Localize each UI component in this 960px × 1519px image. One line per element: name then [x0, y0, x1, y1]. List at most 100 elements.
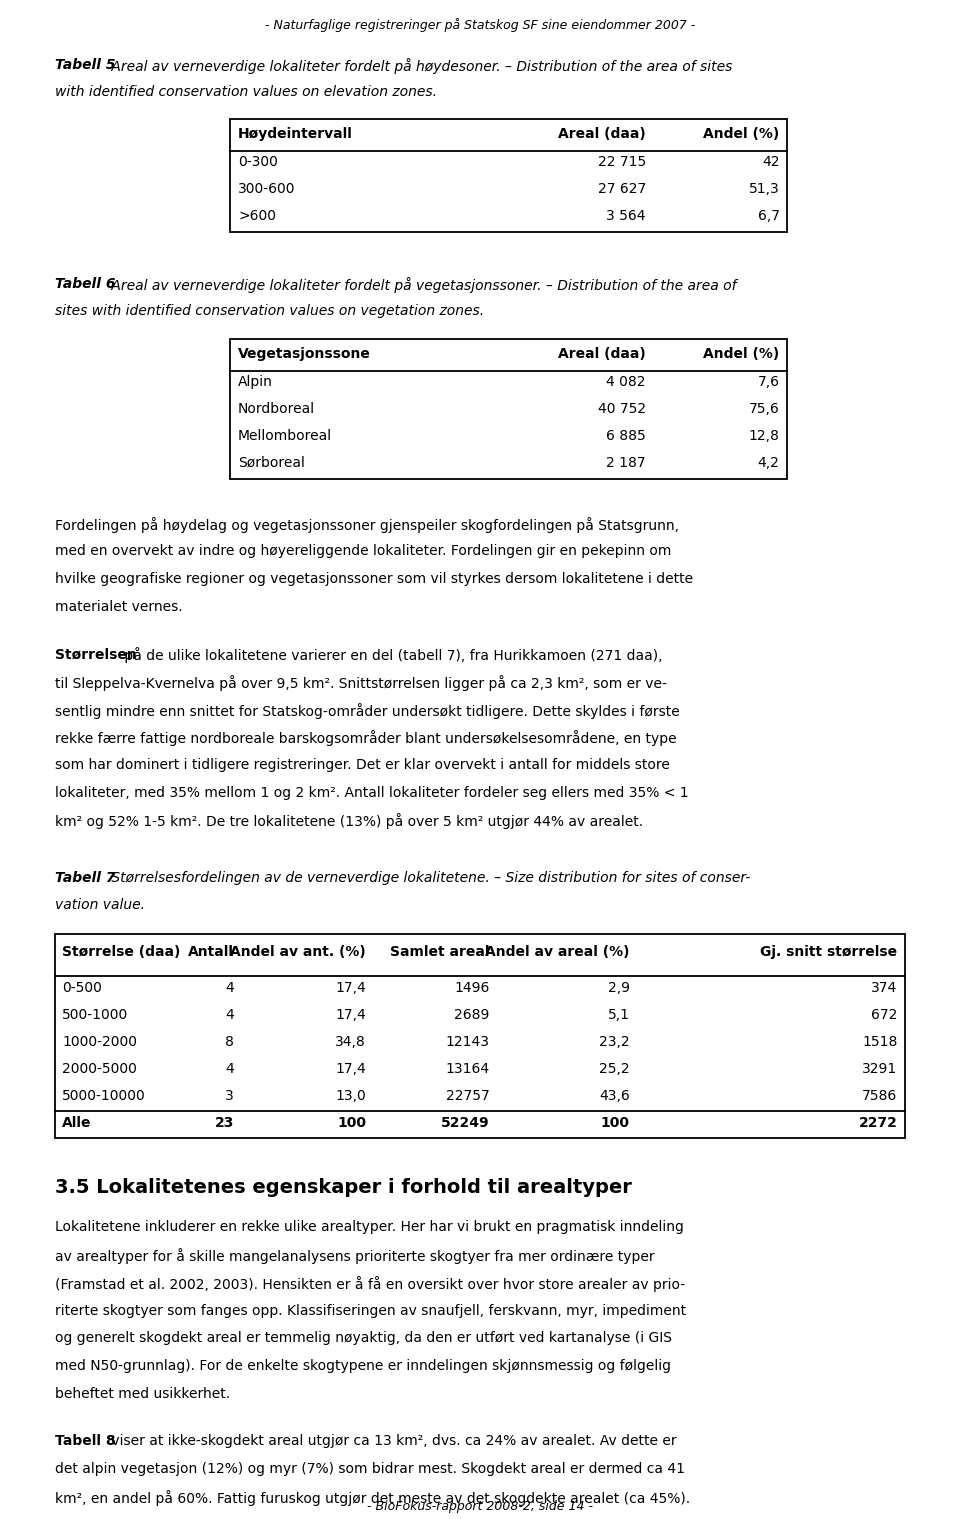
Text: 25,2: 25,2	[599, 1062, 630, 1075]
Text: 1000-2000: 1000-2000	[62, 1034, 137, 1048]
Text: materialet vernes.: materialet vernes.	[55, 600, 182, 614]
Text: Vegetasjonssone: Vegetasjonssone	[238, 346, 371, 360]
Text: km² og 52% 1-5 km². De tre lokalitetene (13%) på over 5 km² utgjør 44% av areale: km² og 52% 1-5 km². De tre lokalitetene …	[55, 814, 643, 829]
Text: 13,0: 13,0	[335, 1089, 366, 1103]
Text: Nordboreal: Nordboreal	[238, 401, 315, 416]
Text: 17,4: 17,4	[335, 1062, 366, 1075]
Text: 52249: 52249	[441, 1115, 490, 1130]
Text: Andel (%): Andel (%)	[704, 346, 780, 360]
Bar	[230, 120, 787, 232]
Text: 4: 4	[226, 1007, 234, 1021]
Text: rekke færre fattige nordboreale barskogsområder blant undersøkelsesområdene, en : rekke færre fattige nordboreale barskogs…	[55, 731, 677, 746]
Text: 100: 100	[601, 1115, 630, 1130]
Text: 75,6: 75,6	[749, 401, 780, 416]
Text: av arealtyper for å skille mangelanalysens prioriterte skogtyer fra mer ordinære: av arealtyper for å skille mangelanalyse…	[55, 1249, 655, 1264]
Text: 22757: 22757	[445, 1089, 490, 1103]
Text: 34,8: 34,8	[335, 1034, 366, 1048]
Text: (Framstad et al. 2002, 2003). Hensikten er å få en oversikt over hvor store area: (Framstad et al. 2002, 2003). Hensikten …	[55, 1276, 684, 1291]
Text: 23,2: 23,2	[599, 1034, 630, 1048]
Text: Tabell 8: Tabell 8	[55, 1434, 115, 1448]
Text: sites with identified conservation values on vegetation zones.: sites with identified conservation value…	[55, 304, 484, 317]
Text: 4 082: 4 082	[607, 375, 646, 389]
Text: 672: 672	[872, 1007, 898, 1021]
Text: på de ulike lokalitetene varierer en del (tabell 7), fra Hurikkamoen (271 daa),: på de ulike lokalitetene varierer en del…	[120, 647, 662, 664]
Text: 40 752: 40 752	[598, 401, 646, 416]
Text: 2000-5000: 2000-5000	[62, 1062, 137, 1075]
Text: 6,7: 6,7	[757, 210, 780, 223]
Text: >600: >600	[238, 210, 276, 223]
Text: 13164: 13164	[445, 1062, 490, 1075]
Text: Areal av verneverdige lokaliteter fordelt på vegetasjonssoner. – Distribution of: Areal av verneverdige lokaliteter fordel…	[107, 278, 736, 293]
Text: 4: 4	[226, 1062, 234, 1075]
Text: 2689: 2689	[454, 1007, 490, 1021]
Text: Alpin: Alpin	[238, 375, 273, 389]
Text: 12143: 12143	[445, 1034, 490, 1048]
Text: og generelt skogdekt areal er temmelig nøyaktig, da den er utført ved kartanalys: og generelt skogdekt areal er temmelig n…	[55, 1331, 672, 1346]
Text: 5000-10000: 5000-10000	[62, 1089, 146, 1103]
Text: 2272: 2272	[859, 1115, 898, 1130]
Text: 6 885: 6 885	[606, 428, 646, 442]
Text: 374: 374	[872, 981, 898, 995]
Text: beheftet med usikkerhet.: beheftet med usikkerhet.	[55, 1387, 229, 1401]
Text: Alle: Alle	[62, 1115, 92, 1130]
Text: 12,8: 12,8	[749, 428, 780, 442]
Text: km², en andel på 60%. Fattig furuskog utgjør det meste av det skogdekte arealet : km², en andel på 60%. Fattig furuskog ut…	[55, 1490, 690, 1505]
Text: Tabell 6: Tabell 6	[55, 278, 115, 292]
Text: Andel av areal (%): Andel av areal (%)	[485, 945, 630, 958]
Text: viser at ikke-skogdekt areal utgjør ca 13 km², dvs. ca 24% av arealet. Av dette : viser at ikke-skogdekt areal utgjør ca 1…	[107, 1434, 677, 1448]
Text: 2 187: 2 187	[607, 456, 646, 469]
Text: Sørboreal: Sørboreal	[238, 456, 305, 469]
Text: 17,4: 17,4	[335, 1007, 366, 1021]
Text: with identified conservation values on elevation zones.: with identified conservation values on e…	[55, 85, 437, 99]
Text: Areal (daa): Areal (daa)	[558, 346, 646, 360]
Text: 0-500: 0-500	[62, 981, 103, 995]
Bar	[55, 934, 905, 1138]
Text: 3: 3	[226, 1089, 234, 1103]
Text: 500-1000: 500-1000	[62, 1007, 129, 1021]
Text: Andel av ant. (%): Andel av ant. (%)	[230, 945, 366, 958]
Text: 4,2: 4,2	[757, 456, 780, 469]
Text: som har dominert i tidligere registreringer. Det er klar overvekt i antall for m: som har dominert i tidligere registrerin…	[55, 758, 669, 772]
Text: med en overvekt av indre og høyereliggende lokaliteter. Fordelingen gir en pekep: med en overvekt av indre og høyereliggen…	[55, 544, 671, 559]
Text: hvilke geografiske regioner og vegetasjonssoner som vil styrkes dersom lokalitet: hvilke geografiske regioner og vegetasjo…	[55, 573, 693, 586]
Text: Tabell 5: Tabell 5	[55, 58, 115, 71]
Text: Lokalitetene inkluderer en rekke ulike arealtyper. Her har vi brukt en pragmatis: Lokalitetene inkluderer en rekke ulike a…	[55, 1220, 684, 1235]
Bar	[230, 339, 787, 478]
Text: 300-600: 300-600	[238, 182, 296, 196]
Text: Andel (%): Andel (%)	[704, 128, 780, 141]
Text: Gj. snitt størrelse: Gj. snitt størrelse	[760, 945, 898, 958]
Text: Areal (daa): Areal (daa)	[558, 128, 646, 141]
Text: lokaliteter, med 35% mellom 1 og 2 km². Antall lokaliteter fordeler seg ellers m: lokaliteter, med 35% mellom 1 og 2 km². …	[55, 785, 688, 801]
Text: 3.5 Lokalitetenes egenskaper i forhold til arealtyper: 3.5 Lokalitetenes egenskaper i forhold t…	[55, 1179, 632, 1197]
Text: Størrelsesfordelingen av de verneverdige lokalitetene. – Size distribution for s: Størrelsesfordelingen av de verneverdige…	[107, 872, 751, 886]
Text: Mellomboreal: Mellomboreal	[238, 428, 332, 442]
Text: 22 715: 22 715	[598, 155, 646, 169]
Text: Høydeintervall: Høydeintervall	[238, 128, 353, 141]
Text: 5,1: 5,1	[608, 1007, 630, 1021]
Text: 1496: 1496	[454, 981, 490, 995]
Text: 3 564: 3 564	[607, 210, 646, 223]
Text: 51,3: 51,3	[749, 182, 780, 196]
Text: med N50-grunnlag). For de enkelte skogtypene er inndelingen skjønnsmessig og føl: med N50-grunnlag). For de enkelte skogty…	[55, 1360, 671, 1373]
Text: Areal av verneverdige lokaliteter fordelt på høydesoner. – Distribution of the a: Areal av verneverdige lokaliteter fordel…	[107, 58, 732, 74]
Text: vation value.: vation value.	[55, 898, 145, 911]
Text: 0-300: 0-300	[238, 155, 278, 169]
Text: 4: 4	[226, 981, 234, 995]
Text: Antall: Antall	[188, 945, 234, 958]
Text: 3291: 3291	[862, 1062, 898, 1075]
Text: 23: 23	[215, 1115, 234, 1130]
Text: - BioFokus-rapport 2008-2, side 14 -: - BioFokus-rapport 2008-2, side 14 -	[367, 1499, 593, 1513]
Text: Samlet areal: Samlet areal	[390, 945, 490, 958]
Text: 42: 42	[762, 155, 780, 169]
Text: det alpin vegetasjon (12%) og myr (7%) som bidrar mest. Skogdekt areal er dermed: det alpin vegetasjon (12%) og myr (7%) s…	[55, 1461, 684, 1476]
Text: Størrelse (daa): Størrelse (daa)	[62, 945, 180, 958]
Text: Størrelsen: Størrelsen	[55, 647, 136, 661]
Text: 7,6: 7,6	[757, 375, 780, 389]
Text: 27 627: 27 627	[598, 182, 646, 196]
Text: 8: 8	[226, 1034, 234, 1048]
Text: Fordelingen på høydelag og vegetasjonssoner gjenspeiler skogfordelingen på Stats: Fordelingen på høydelag og vegetasjonsso…	[55, 516, 679, 533]
Text: - Naturfaglige registreringer på Statskog SF sine eiendommer 2007 -: - Naturfaglige registreringer på Statsko…	[265, 18, 695, 32]
Text: 7586: 7586	[862, 1089, 898, 1103]
Text: riterte skogtyer som fanges opp. Klassifiseringen av snaufjell, ferskvann, myr, : riterte skogtyer som fanges opp. Klassif…	[55, 1303, 685, 1317]
Text: 43,6: 43,6	[599, 1089, 630, 1103]
